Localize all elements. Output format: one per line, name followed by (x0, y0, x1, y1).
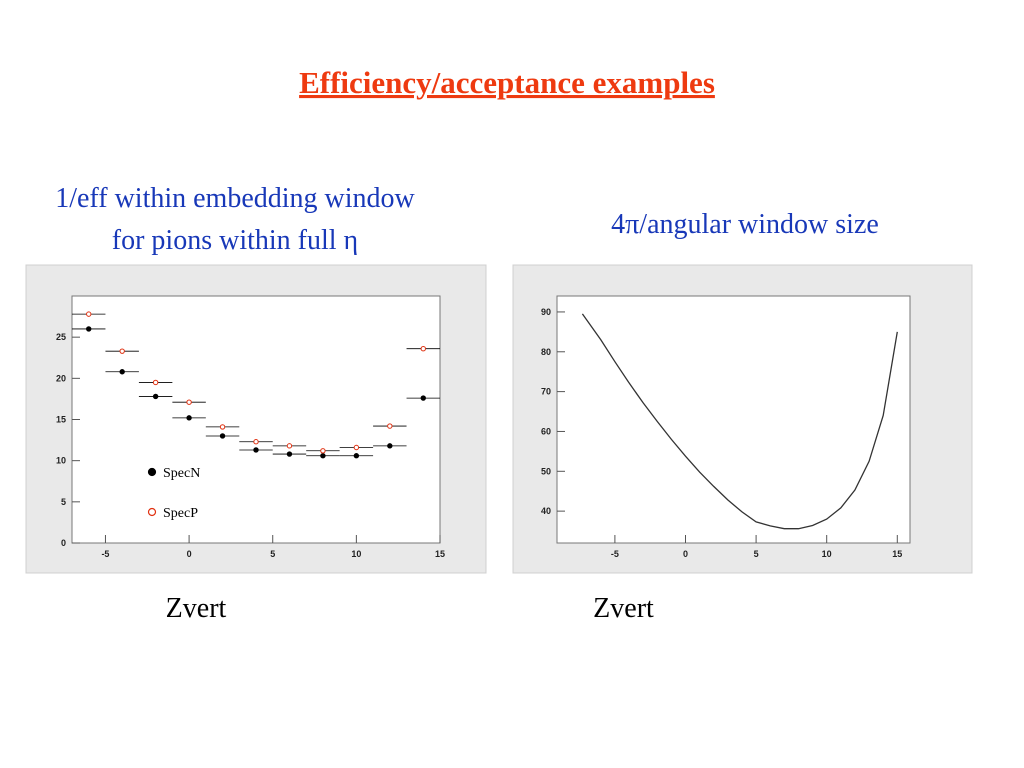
slide-title: Efficiency/acceptance examples (299, 65, 715, 100)
x-tick-label: -5 (611, 549, 619, 559)
y-tick-label: 70 (541, 387, 551, 397)
data-point (186, 415, 192, 421)
legend-marker (147, 507, 157, 517)
y-tick-label: 5 (61, 497, 66, 507)
data-point (152, 379, 159, 386)
x-tick-label: 10 (822, 549, 832, 559)
x-tick-label: -5 (101, 549, 109, 559)
chart-title: 4π/angular window size (611, 209, 879, 240)
data-point (219, 433, 226, 439)
y-tick-label: 15 (56, 415, 66, 425)
plot-frame (556, 295, 911, 544)
y-tick-label: 10 (56, 456, 66, 466)
data-point (353, 444, 360, 451)
plot-frame (71, 295, 441, 544)
x-tick-label: 5 (754, 549, 759, 559)
y-tick-label: 60 (541, 426, 551, 436)
data-point (420, 345, 426, 352)
x-axis-label: Zvert (593, 593, 654, 624)
data-point (253, 447, 259, 453)
data-point (253, 439, 259, 445)
x-tick-label: 15 (435, 549, 445, 559)
y-tick-label: 25 (56, 332, 66, 342)
y-tick-label: 0 (61, 538, 66, 548)
legend-label: SpecN (163, 466, 200, 481)
data-point (152, 393, 159, 400)
data-point (186, 399, 192, 405)
y-tick-label: 50 (541, 466, 551, 476)
data-point (219, 424, 226, 430)
data-point (286, 443, 293, 449)
y-tick-label: 90 (541, 307, 551, 317)
curve (581, 313, 898, 530)
data-point (420, 395, 426, 401)
data-point (286, 451, 293, 457)
x-tick-label: 10 (351, 549, 361, 559)
chart-title: 1/eff within embedding window (55, 183, 415, 214)
data-point (86, 311, 92, 317)
data-point (387, 423, 393, 429)
data-point (320, 453, 326, 459)
x-axis-label: Zvert (166, 593, 227, 624)
legend-label: SpecP (163, 506, 198, 521)
x-tick-label: 5 (270, 549, 275, 559)
data-point (119, 369, 125, 375)
data-point (320, 448, 326, 454)
chart-title: for pions within full η (112, 225, 358, 256)
data-point (387, 443, 393, 449)
x-tick-label: 0 (683, 549, 688, 559)
y-tick-label: 40 (541, 506, 551, 516)
y-tick-label: 20 (56, 373, 66, 383)
data-point (119, 348, 125, 354)
data-point (353, 453, 360, 459)
x-tick-label: 0 (187, 549, 192, 559)
x-tick-label: 15 (892, 549, 902, 559)
y-tick-label: 80 (541, 347, 551, 357)
data-point (86, 326, 92, 332)
legend-marker (147, 467, 157, 477)
